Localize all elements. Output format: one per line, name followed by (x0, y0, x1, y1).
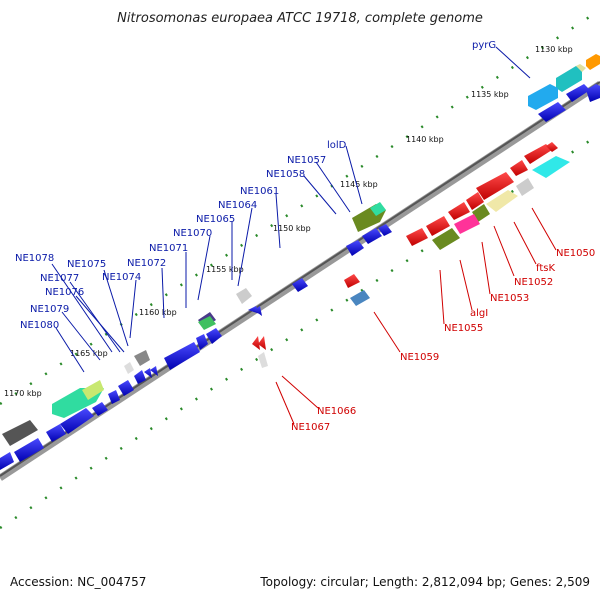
gene-block (60, 408, 94, 434)
gene-block (134, 370, 146, 384)
lower-leader-lines (275, 207, 557, 425)
kbp-label: 1135 kbp (471, 90, 509, 99)
gene-block (378, 224, 392, 236)
gene-label-pyrG: pyrG (472, 40, 496, 51)
upper-gene-blocks (0, 54, 600, 470)
gene-label-NE1050: NE1050 (556, 248, 595, 259)
gene-label-NE1079: NE1079 (30, 304, 69, 315)
gene-block (586, 54, 600, 70)
gene-label-NE1055: NE1055 (444, 323, 483, 334)
gene-label-NE1057: NE1057 (287, 155, 326, 166)
genome-summary-text: Topology: circular; Length: 2,812,094 bp… (259, 575, 590, 589)
gene-label-algI: algI (470, 308, 488, 319)
gene-block (144, 368, 152, 378)
gene-block (206, 328, 222, 344)
gene-label-NE1061: NE1061 (240, 186, 279, 197)
kbp-label: 1165 kbp (70, 349, 108, 358)
gene-block (164, 342, 200, 370)
gene-label-NE1074: NE1074 (102, 272, 141, 283)
gene-block (350, 290, 370, 306)
kbp-labels: 1130 kbp 1135 kbp 1140 kbp 1145 kbp 1150… (4, 45, 573, 398)
gene-label-NE1053: NE1053 (490, 293, 529, 304)
gene-block (362, 228, 382, 244)
gene-block (524, 144, 552, 164)
gene-block (576, 64, 586, 72)
gene-label-NE1070: NE1070 (173, 228, 212, 239)
gene-block (118, 380, 134, 396)
gene-label-NE1075: NE1075 (67, 259, 106, 270)
kbp-label: 1160 kbp (139, 308, 177, 317)
gene-block (466, 192, 484, 210)
gene-block (82, 380, 104, 400)
gene-block (2, 420, 38, 446)
gene-label-NE1059: NE1059 (400, 352, 439, 363)
gene-block (370, 202, 386, 216)
gene-block (254, 306, 262, 316)
gene-block (486, 190, 518, 212)
gene-block (510, 160, 528, 176)
gene-label-NE1064: NE1064 (218, 200, 257, 211)
gene-label-NE1066: NE1066 (317, 406, 356, 417)
gene-block (134, 350, 150, 366)
gene-block (124, 362, 134, 374)
kbp-label: 1150 kbp (273, 224, 311, 233)
upper-gene-labels: pyrG lolD NE1057 NE1058 NE1061 NE1064 NE… (15, 40, 496, 331)
gene-block (454, 214, 480, 234)
gene-label-NE1072: NE1072 (127, 258, 166, 269)
gene-label-lolD: lolD (327, 140, 347, 151)
gene-label-NE1080: NE1080 (20, 320, 59, 331)
gene-block (432, 228, 460, 250)
gene-label-NE1077: NE1077 (40, 273, 79, 284)
map-title: Nitrosomonas europaea ATCC 19718, comple… (117, 11, 483, 26)
kbp-label: 1130 kbp (535, 45, 573, 54)
gene-label-NE1058: NE1058 (266, 169, 305, 180)
gene-block (566, 84, 590, 102)
gene-block (516, 178, 534, 196)
gene-block (556, 66, 582, 92)
lower-gene-blocks (252, 142, 570, 368)
gene-label-NE1065: NE1065 (196, 214, 235, 225)
gene-block (476, 172, 514, 200)
gene-block (46, 424, 66, 442)
gene-block (538, 102, 566, 122)
kbp-label: 1155 kbp (206, 265, 244, 274)
gene-block (108, 390, 120, 404)
gene-block (14, 438, 44, 462)
tick-track-upper (0, 8, 600, 406)
gene-label-NE1071: NE1071 (149, 243, 188, 254)
gene-block (292, 278, 308, 292)
gene-label-NE1052: NE1052 (514, 277, 553, 288)
upper-leader-lines (51, 46, 531, 373)
gene-block (0, 452, 14, 470)
kbp-label: 1145 kbp (340, 180, 378, 189)
gene-block (150, 366, 158, 376)
gene-label-ftsK: ftsK (536, 263, 555, 274)
lower-gene-labels: NE1050 ftsK NE1052 NE1053 algI NE1055 NE… (291, 248, 595, 433)
gene-block (406, 228, 428, 246)
gene-block (236, 288, 252, 304)
gene-block (346, 240, 364, 256)
gene-block (426, 216, 450, 236)
kbp-label: 1170 kbp (4, 389, 42, 398)
gene-label-NE1076: NE1076 (45, 287, 84, 298)
gene-block (196, 334, 208, 350)
gene-block (448, 202, 470, 220)
accession-text: Accession: NC_004757 (10, 575, 146, 589)
gene-block (472, 204, 490, 222)
gene-block (528, 84, 558, 110)
gene-block (258, 352, 268, 368)
gene-block (198, 316, 216, 330)
kbp-label: 1140 kbp (406, 135, 444, 144)
gene-block (92, 402, 108, 416)
gene-label-NE1078: NE1078 (15, 253, 54, 264)
gene-block (258, 336, 266, 350)
gene-block (532, 156, 570, 178)
gene-label-NE1067: NE1067 (291, 422, 330, 433)
gene-block (546, 142, 558, 152)
gene-block (344, 274, 360, 288)
gene-block (586, 84, 600, 102)
gene-block (252, 336, 260, 350)
